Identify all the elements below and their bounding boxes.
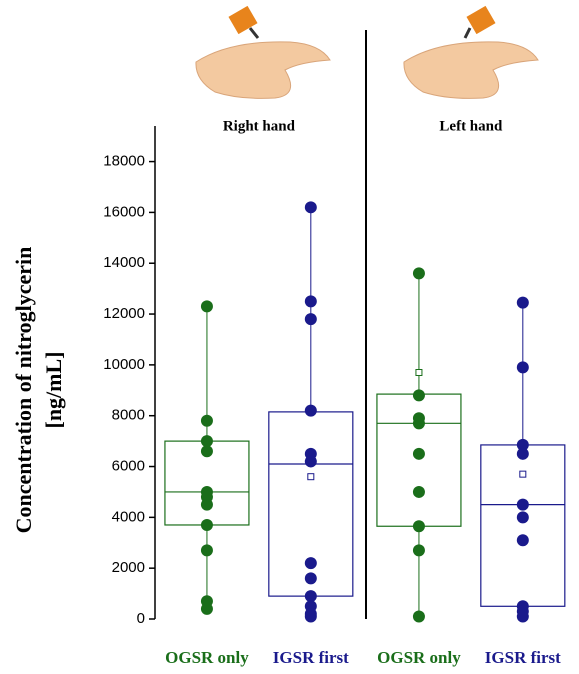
data-point [517,297,529,309]
panel-title: Left hand [439,118,503,134]
y-tick-label: 2000 [112,559,145,576]
x-category-label: OGSR only [165,648,249,667]
data-point [201,603,213,615]
data-point [413,610,425,622]
y-tick-label: 14000 [103,254,145,271]
data-point [413,417,425,429]
data-point [517,610,529,622]
data-point [305,455,317,467]
y-tick-label: 12000 [103,305,145,322]
data-point [517,361,529,373]
y-axis-label: [ng/mL] [41,352,66,429]
data-point [517,499,529,511]
data-point [201,499,213,511]
mean-marker [416,370,422,376]
data-point [305,313,317,325]
y-tick-label: 4000 [112,508,145,525]
y-tick-label: 0 [137,610,145,627]
x-category-label: IGSR first [485,648,561,667]
x-category-label: OGSR only [377,648,461,667]
data-point [413,544,425,556]
data-point [305,405,317,417]
data-point [305,201,317,213]
y-tick-label: 18000 [103,153,145,170]
y-tick-label: 10000 [103,356,145,373]
data-point [517,448,529,460]
box [481,445,565,606]
data-point [201,415,213,427]
mean-marker [308,474,314,480]
data-point [517,534,529,546]
y-tick-label: 8000 [112,407,145,424]
data-point [305,610,317,622]
data-point [413,267,425,279]
data-point [201,544,213,556]
data-point [413,486,425,498]
y-axis-label: Concentration of nitroglycerin [11,247,36,534]
data-point [305,572,317,584]
data-point [201,445,213,457]
data-point [201,300,213,312]
mean-marker [520,471,526,477]
data-point [305,557,317,569]
data-point [413,389,425,401]
data-point [413,448,425,460]
data-point [517,511,529,523]
data-point [413,520,425,532]
x-category-label: IGSR first [273,648,349,667]
chart: Concentration of nitroglycerin [ng/mL] 0… [0,0,579,674]
data-point [201,519,213,531]
y-tick-label: 16000 [103,203,145,220]
y-tick-label: 6000 [112,457,145,474]
panel-title: Right hand [223,118,296,134]
data-point [305,295,317,307]
